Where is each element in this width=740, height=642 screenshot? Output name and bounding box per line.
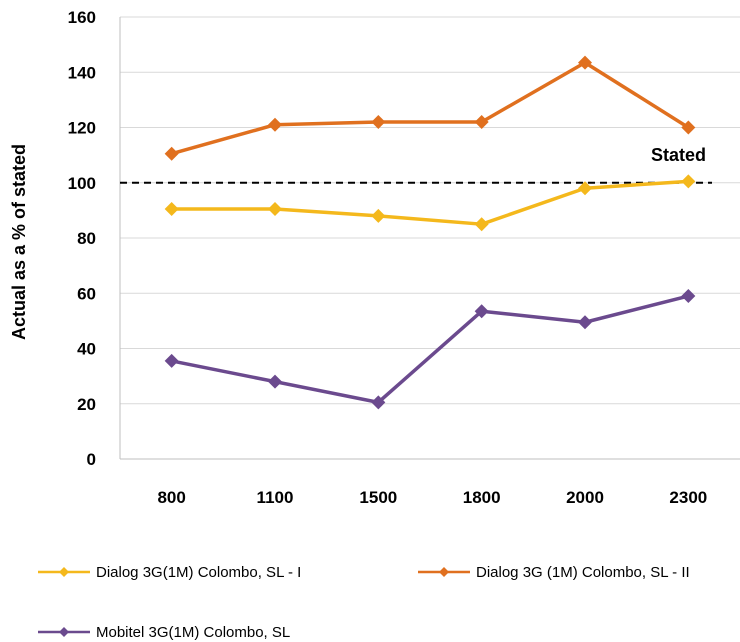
y-tick-label: 120 [68,119,96,138]
data-point [681,120,696,135]
x-tick-label: 1800 [463,488,501,507]
data-point [164,201,179,216]
y-tick-label: 0 [87,450,96,469]
y-axis-title: Actual as a % of stated [9,144,29,340]
data-point [681,174,696,189]
series-line-2 [171,60,690,156]
data-point [164,353,179,368]
tick-labels: 0 20 40 60 80 100 120 140 160 800 1100 1500 1800 2000… [68,8,708,507]
data-point [474,304,489,319]
data-point [371,395,386,410]
y-tick-label: 40 [77,340,96,359]
y-tick-label: 20 [77,395,96,414]
series-line-3 [171,294,689,405]
data-point [578,315,592,330]
legend-item-2: Dialog 3G (1M) Colombo, SL - II [418,564,690,581]
x-tick-label: 1100 [257,488,294,507]
data-point [268,374,282,389]
axes [119,17,740,460]
y-tick-label: 160 [68,8,96,27]
data-point [578,55,592,70]
y-tick-label: 140 [68,63,96,82]
legend-marker [59,567,69,577]
stated-annotation: Stated [651,145,706,165]
data-point [474,114,489,129]
legend-label: Dialog 3G(1M) Colombo, SL - I [96,564,301,581]
x-tick-label: 2300 [669,488,707,507]
data-point [268,201,282,216]
legend-item-3: Mobitel 3G(1M) Colombo, SL [38,624,290,641]
y-tick-label: 80 [77,229,96,248]
grid-lines [120,16,740,405]
data-point [371,208,386,223]
x-tick-label: 800 [157,488,185,507]
y-tick-label: 100 [68,174,96,193]
data-point [164,146,179,161]
x-tick-label: 1500 [359,488,397,507]
x-tick-label: 2000 [566,488,604,507]
legend-marker [59,627,69,637]
data-point [681,289,696,304]
y-tick-label: 60 [77,284,96,303]
data-point [268,117,282,132]
series-line-1 [171,179,689,226]
series-group [164,55,696,410]
legend-label: Mobitel 3G(1M) Colombo, SL [96,624,290,641]
legend: Dialog 3G(1M) Colombo, SL - I Dialog 3G (… [38,564,690,641]
data-point [578,181,592,196]
legend-item-1: Dialog 3G(1M) Colombo, SL - I [38,564,301,581]
legend-marker [439,567,449,577]
data-point [371,114,386,129]
legend-label: Dialog 3G (1M) Colombo, SL - II [476,564,690,581]
data-point [474,217,489,232]
